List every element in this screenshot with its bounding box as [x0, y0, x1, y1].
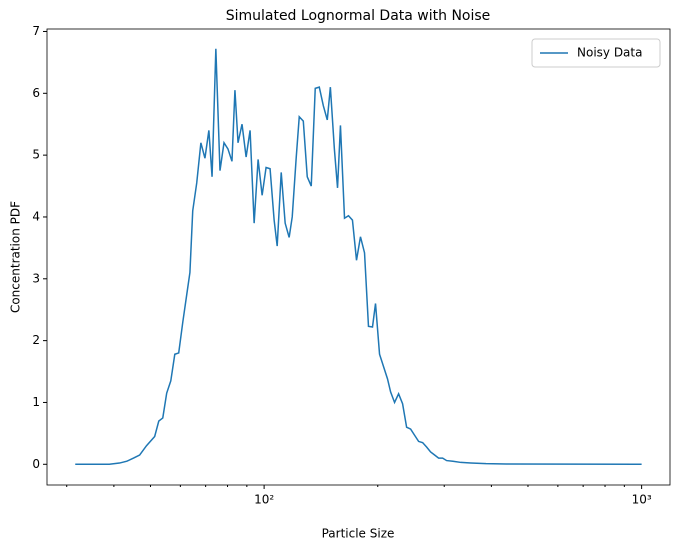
y-tick-label: 4 — [32, 209, 40, 223]
chart-title: Simulated Lognormal Data with Noise — [226, 8, 491, 24]
legend-box — [531, 38, 661, 68]
y-tick-label: 6 — [32, 86, 40, 100]
y-tick-label: 2 — [32, 333, 40, 347]
legend-label: Noisy Data — [577, 46, 642, 60]
y-tick-label: 0 — [32, 457, 40, 471]
x-axis-label: Particle Size — [322, 527, 395, 541]
y-axis-label: Concentration PDF — [9, 201, 23, 313]
x-tick-label: 10² — [254, 493, 274, 507]
y-tick-label: 7 — [32, 24, 40, 38]
line — [75, 48, 642, 466]
plot-frame — [46, 28, 671, 486]
y-tick-label: 1 — [32, 395, 40, 409]
y-tick-label: 3 — [32, 271, 40, 285]
x-tick-label: 10³ — [632, 493, 652, 507]
y-tick-label: 5 — [32, 148, 40, 162]
